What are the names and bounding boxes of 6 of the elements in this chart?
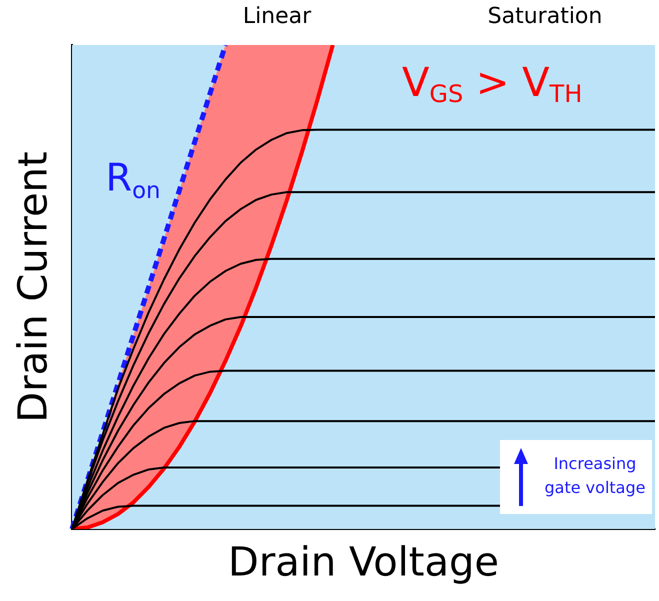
x-axis-title: Drain Voltage — [228, 539, 499, 586]
text: Linear — [242, 4, 312, 29]
y-axis-title: Drain Current — [10, 151, 56, 423]
annotation: Increasing gate voltage — [544, 453, 646, 499]
text: Saturation — [488, 4, 602, 29]
annotation: V$_{GS}$ > V$_{TH}$ — [402, 60, 582, 108]
